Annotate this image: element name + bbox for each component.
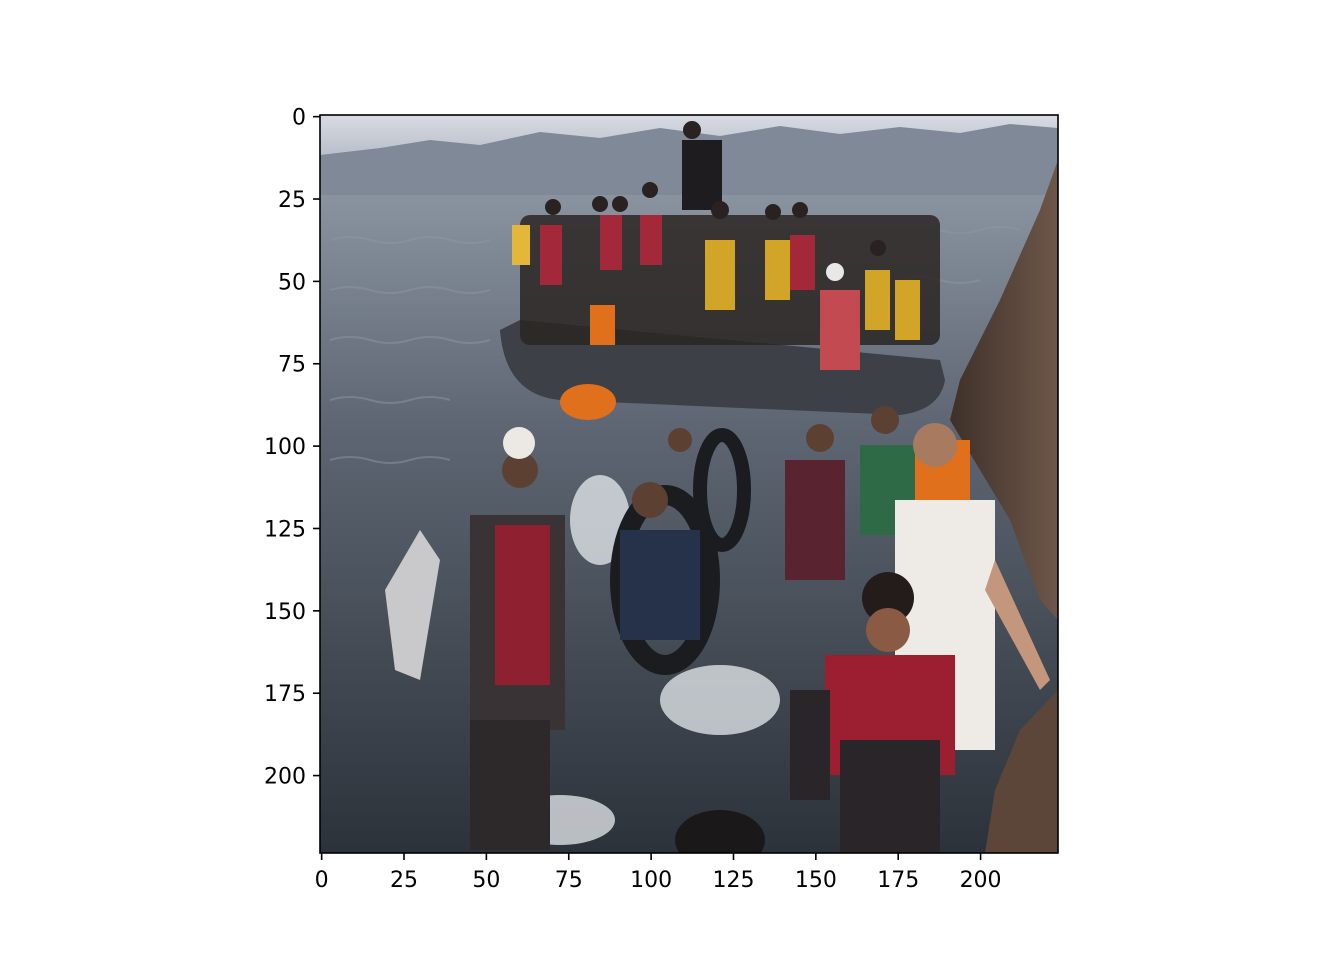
y-tick-label: 150: [264, 600, 306, 625]
y-tick-label: 75: [278, 353, 306, 378]
x-tick-label: 150: [795, 868, 837, 893]
y-tick-label: 100: [264, 435, 306, 460]
tire-tube: [693, 428, 751, 552]
y-axis: 0 25 50 75 100 125 150 175 200: [264, 106, 320, 790]
x-axis: 0 25 50 75 100 125 150 175 200: [315, 853, 1002, 893]
axes-frame: [319, 114, 1059, 854]
x-tick-label: 100: [630, 868, 672, 893]
y-tick-label: 50: [278, 270, 306, 295]
x-tick-label: 175: [877, 868, 919, 893]
x-tick-label: 50: [472, 868, 500, 893]
y-tick-label: 175: [264, 682, 306, 707]
people-on-boat: [512, 121, 940, 370]
x-tick-label: 0: [315, 868, 329, 893]
y-tick-label: 125: [264, 517, 306, 542]
x-tick-label: 25: [390, 868, 418, 893]
photo: [320, 115, 1058, 853]
rock-cliff: [950, 160, 1058, 620]
x-tick-label: 75: [555, 868, 583, 893]
y-tick-label: 200: [264, 765, 306, 790]
people-wading: [385, 406, 1050, 853]
y-tick-label: 0: [292, 106, 306, 131]
rock-bottom: [985, 690, 1058, 853]
y-tick-label: 25: [278, 188, 306, 213]
swimmer-orange: [560, 384, 616, 420]
x-tick-label: 200: [960, 868, 1002, 893]
x-tick-label: 125: [712, 868, 754, 893]
